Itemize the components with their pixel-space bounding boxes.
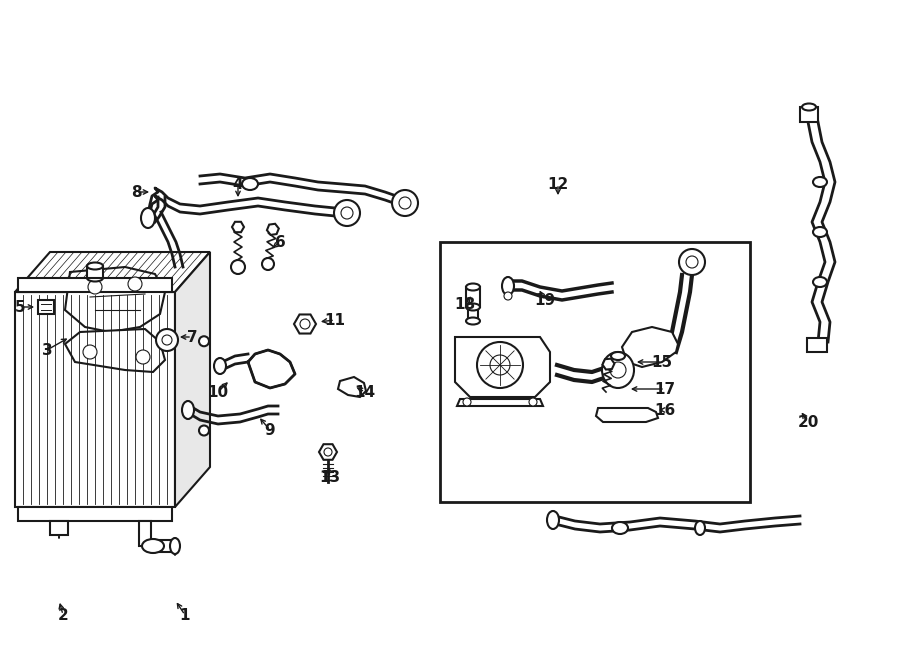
Polygon shape bbox=[596, 408, 658, 422]
Ellipse shape bbox=[802, 103, 816, 111]
Polygon shape bbox=[38, 300, 54, 314]
Circle shape bbox=[128, 277, 142, 291]
Circle shape bbox=[477, 342, 523, 388]
Text: 6: 6 bbox=[274, 234, 285, 250]
Circle shape bbox=[231, 260, 245, 274]
Polygon shape bbox=[15, 292, 175, 507]
Circle shape bbox=[83, 345, 97, 359]
Text: 8: 8 bbox=[130, 185, 141, 199]
Text: 1: 1 bbox=[180, 608, 190, 622]
Circle shape bbox=[300, 319, 310, 329]
Ellipse shape bbox=[141, 208, 155, 228]
Circle shape bbox=[334, 200, 360, 226]
Circle shape bbox=[324, 448, 332, 456]
Circle shape bbox=[341, 207, 353, 219]
Ellipse shape bbox=[87, 275, 103, 281]
Ellipse shape bbox=[466, 318, 480, 324]
Ellipse shape bbox=[611, 352, 625, 360]
Circle shape bbox=[399, 197, 411, 209]
Polygon shape bbox=[232, 222, 244, 232]
Circle shape bbox=[529, 398, 537, 406]
Text: 5: 5 bbox=[14, 299, 25, 314]
Circle shape bbox=[262, 258, 274, 270]
Text: 11: 11 bbox=[325, 312, 346, 328]
Polygon shape bbox=[468, 307, 478, 321]
Ellipse shape bbox=[547, 511, 559, 529]
Text: 3: 3 bbox=[41, 342, 52, 357]
Polygon shape bbox=[457, 399, 543, 406]
Polygon shape bbox=[65, 267, 165, 332]
Bar bbox=[440, 242, 750, 502]
Text: 7: 7 bbox=[186, 330, 197, 344]
Text: 12: 12 bbox=[547, 177, 569, 191]
Ellipse shape bbox=[466, 283, 480, 291]
Text: 16: 16 bbox=[654, 402, 676, 418]
Ellipse shape bbox=[87, 263, 103, 269]
Polygon shape bbox=[50, 521, 68, 535]
Polygon shape bbox=[248, 350, 295, 388]
Text: 9: 9 bbox=[265, 422, 275, 438]
Polygon shape bbox=[800, 107, 818, 122]
Polygon shape bbox=[267, 224, 279, 235]
Polygon shape bbox=[294, 314, 316, 334]
Ellipse shape bbox=[813, 177, 827, 187]
Circle shape bbox=[686, 256, 698, 268]
Text: 4: 4 bbox=[233, 177, 243, 191]
Ellipse shape bbox=[242, 178, 258, 190]
Ellipse shape bbox=[214, 358, 226, 374]
Circle shape bbox=[162, 335, 172, 345]
Text: 18: 18 bbox=[454, 297, 475, 312]
Polygon shape bbox=[175, 252, 210, 507]
Circle shape bbox=[136, 350, 150, 364]
Polygon shape bbox=[455, 337, 550, 397]
Ellipse shape bbox=[602, 352, 634, 388]
Polygon shape bbox=[338, 377, 366, 397]
Polygon shape bbox=[807, 338, 827, 352]
Text: 13: 13 bbox=[320, 469, 340, 485]
Circle shape bbox=[88, 280, 102, 294]
Polygon shape bbox=[139, 521, 151, 546]
Ellipse shape bbox=[502, 277, 514, 295]
Text: 17: 17 bbox=[654, 381, 676, 397]
Text: 19: 19 bbox=[535, 293, 555, 308]
Polygon shape bbox=[65, 329, 165, 372]
Circle shape bbox=[610, 362, 626, 378]
Circle shape bbox=[463, 398, 471, 406]
Text: 20: 20 bbox=[797, 414, 819, 430]
Polygon shape bbox=[15, 252, 210, 292]
Circle shape bbox=[392, 190, 418, 216]
Circle shape bbox=[199, 426, 209, 436]
Text: 14: 14 bbox=[355, 385, 375, 399]
Circle shape bbox=[679, 249, 705, 275]
Polygon shape bbox=[18, 507, 172, 521]
Circle shape bbox=[504, 292, 512, 300]
Circle shape bbox=[490, 355, 510, 375]
Circle shape bbox=[199, 336, 209, 346]
Polygon shape bbox=[622, 327, 678, 367]
Text: 15: 15 bbox=[652, 354, 672, 369]
Polygon shape bbox=[153, 540, 175, 552]
Circle shape bbox=[156, 329, 178, 351]
Ellipse shape bbox=[695, 521, 705, 535]
Ellipse shape bbox=[142, 539, 164, 553]
Ellipse shape bbox=[170, 538, 180, 554]
Ellipse shape bbox=[612, 522, 628, 534]
Ellipse shape bbox=[813, 227, 827, 237]
Polygon shape bbox=[18, 278, 172, 292]
Ellipse shape bbox=[813, 277, 827, 287]
Text: 2: 2 bbox=[58, 608, 68, 622]
Ellipse shape bbox=[182, 401, 194, 419]
Polygon shape bbox=[319, 444, 337, 460]
Polygon shape bbox=[602, 359, 615, 369]
Polygon shape bbox=[466, 287, 480, 307]
Polygon shape bbox=[87, 266, 103, 278]
Text: 10: 10 bbox=[207, 385, 229, 399]
Ellipse shape bbox=[466, 303, 480, 310]
